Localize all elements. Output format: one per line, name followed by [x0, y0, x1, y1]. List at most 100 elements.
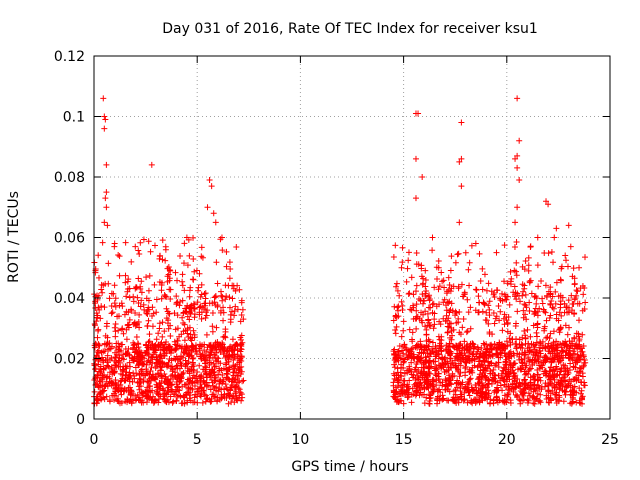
data-point: [400, 318, 407, 325]
data-point: [488, 341, 495, 348]
data-point: [199, 351, 206, 358]
data-point: [114, 395, 121, 402]
data-point: [173, 398, 180, 405]
data-point: [100, 394, 107, 401]
data-point: [173, 353, 180, 360]
x-tick-label: 10: [291, 432, 309, 448]
data-point: [229, 295, 236, 302]
data-point: [173, 379, 180, 386]
data-point: [179, 314, 186, 321]
data-point: [165, 317, 172, 324]
data-point: [198, 372, 205, 379]
data-point: [196, 270, 203, 277]
data-point: [221, 386, 228, 393]
data-point: [211, 378, 218, 385]
data-point: [486, 312, 493, 319]
data-point: [200, 306, 207, 313]
data-point: [197, 393, 204, 400]
data-point: [220, 304, 227, 311]
data-point: [526, 278, 533, 285]
data-point: [478, 344, 485, 351]
data-point: [522, 257, 529, 264]
data-point: [122, 363, 129, 370]
data-point: [134, 349, 141, 356]
data-point: [238, 357, 245, 364]
data-point: [174, 312, 181, 319]
data-point: [530, 322, 537, 329]
data-point: [564, 263, 571, 270]
data-point: [496, 317, 503, 324]
data-point: [211, 351, 218, 358]
data-point: [162, 257, 169, 264]
data-point: [94, 381, 101, 388]
data-point: [130, 293, 137, 300]
data-point: [187, 306, 194, 313]
data-point: [563, 257, 570, 264]
data-point: [396, 342, 403, 349]
data-point: [147, 389, 154, 396]
data-point: [425, 304, 432, 311]
data-point: [105, 280, 112, 287]
data-point: [136, 311, 143, 318]
data-point: [119, 303, 126, 310]
data-point: [526, 308, 533, 315]
data-point: [95, 274, 102, 281]
data-point: [145, 287, 152, 294]
data-point: [163, 305, 170, 312]
data-point: [188, 343, 195, 350]
data-point: [109, 309, 116, 316]
data-point: [500, 315, 507, 322]
data-point: [138, 278, 145, 285]
data-point: [166, 355, 173, 362]
data-point: [93, 352, 100, 359]
data-point: [91, 321, 98, 328]
data-point: [448, 253, 455, 260]
data-point: [209, 300, 216, 307]
data-point: [212, 219, 219, 226]
data-point: [227, 266, 234, 273]
data-point: [207, 386, 214, 393]
data-point: [97, 390, 104, 397]
data-point: [501, 278, 508, 285]
data-point: [156, 385, 163, 392]
data-point: [222, 381, 229, 388]
data-point: [92, 269, 99, 276]
data-point: [162, 397, 169, 404]
data-point: [209, 354, 216, 361]
data-point: [223, 263, 230, 270]
data-point: [143, 361, 150, 368]
data-point: [165, 399, 172, 406]
data-point: [145, 238, 152, 245]
data-point: [123, 326, 130, 333]
data-point: [461, 389, 468, 396]
data-point: [118, 391, 125, 398]
data-point: [239, 339, 246, 346]
data-point: [104, 356, 111, 363]
y-tick-label: 0.12: [54, 49, 85, 65]
data-point: [190, 255, 197, 262]
data-point: [393, 283, 400, 290]
data-point: [504, 321, 511, 328]
data-point: [537, 338, 544, 345]
data-point: [140, 301, 147, 308]
data-point: [181, 321, 188, 328]
data-point: [186, 316, 193, 323]
data-point: [475, 293, 482, 300]
data-point: [392, 242, 399, 249]
data-point: [208, 398, 215, 405]
data-point: [153, 296, 160, 303]
data-point: [400, 400, 407, 407]
data-point: [230, 356, 237, 363]
data-point: [550, 259, 557, 266]
data-point: [97, 315, 104, 322]
data-point: [122, 239, 129, 246]
data-point: [111, 282, 118, 289]
data-point: [231, 376, 238, 383]
y-tick-label: 0.06: [54, 231, 85, 247]
x-axis-label: GPS time / hours: [291, 459, 408, 475]
data-point: [179, 282, 186, 289]
data-point: [392, 326, 399, 333]
data-point: [231, 308, 238, 315]
data-point: [186, 347, 193, 354]
data-point: [102, 116, 109, 123]
